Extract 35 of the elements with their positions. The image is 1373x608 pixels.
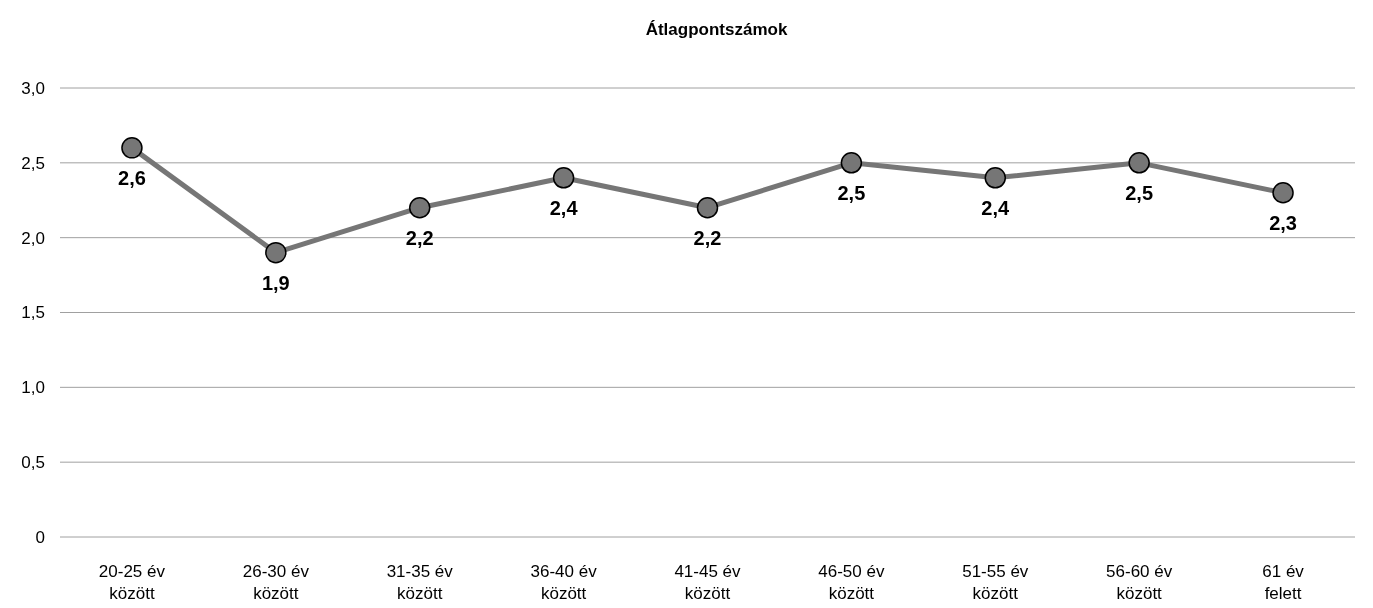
x-tick-label: 26-30 év között — [242, 562, 310, 603]
x-tick-label: 41-45 év között — [674, 562, 742, 603]
point — [696, 196, 719, 219]
y-tick-label: 1,5 — [21, 303, 45, 323]
x-tick-label: 51-55 év között — [962, 562, 1029, 603]
data-label: 2,2 — [405, 226, 434, 249]
y-tick-label: 2,5 — [21, 153, 45, 173]
x-tick-label: 20-25 év között — [98, 562, 166, 603]
point — [1272, 182, 1294, 204]
chart-title: Átlagpontszámok — [645, 20, 788, 39]
x-tick-label: 36-40 év között — [530, 562, 598, 603]
data-label: 1,9 — [261, 271, 290, 294]
y-tick-label: 1,0 — [21, 378, 45, 398]
data-label: 2,6 — [118, 166, 146, 189]
point — [552, 167, 575, 189]
point — [1128, 152, 1150, 174]
x-tick-label: 31-35 év között — [386, 562, 454, 603]
data-label: 2,4 — [549, 196, 579, 219]
data-label: 2,3 — [1269, 211, 1297, 234]
y-tick-label: 0,5 — [21, 453, 45, 473]
point — [408, 196, 431, 219]
data-label: 2,5 — [1125, 181, 1154, 204]
y-tick-label: 0 — [35, 527, 45, 547]
x-tick-label: 56-60 év között — [1106, 562, 1173, 603]
data-label: 2,2 — [693, 226, 722, 249]
data-label: 2,4 — [981, 196, 1011, 219]
x-tick-label: 46-50 év között — [818, 562, 885, 603]
y-tick-label: 2,0 — [21, 228, 45, 248]
y-tick-label: 3,0 — [21, 78, 45, 98]
data-label: 2,5 — [837, 181, 866, 204]
point — [265, 241, 287, 264]
x-tick-label: 61 év felett — [1262, 562, 1305, 603]
point — [840, 152, 863, 174]
point — [984, 167, 1007, 189]
point — [121, 137, 143, 159]
